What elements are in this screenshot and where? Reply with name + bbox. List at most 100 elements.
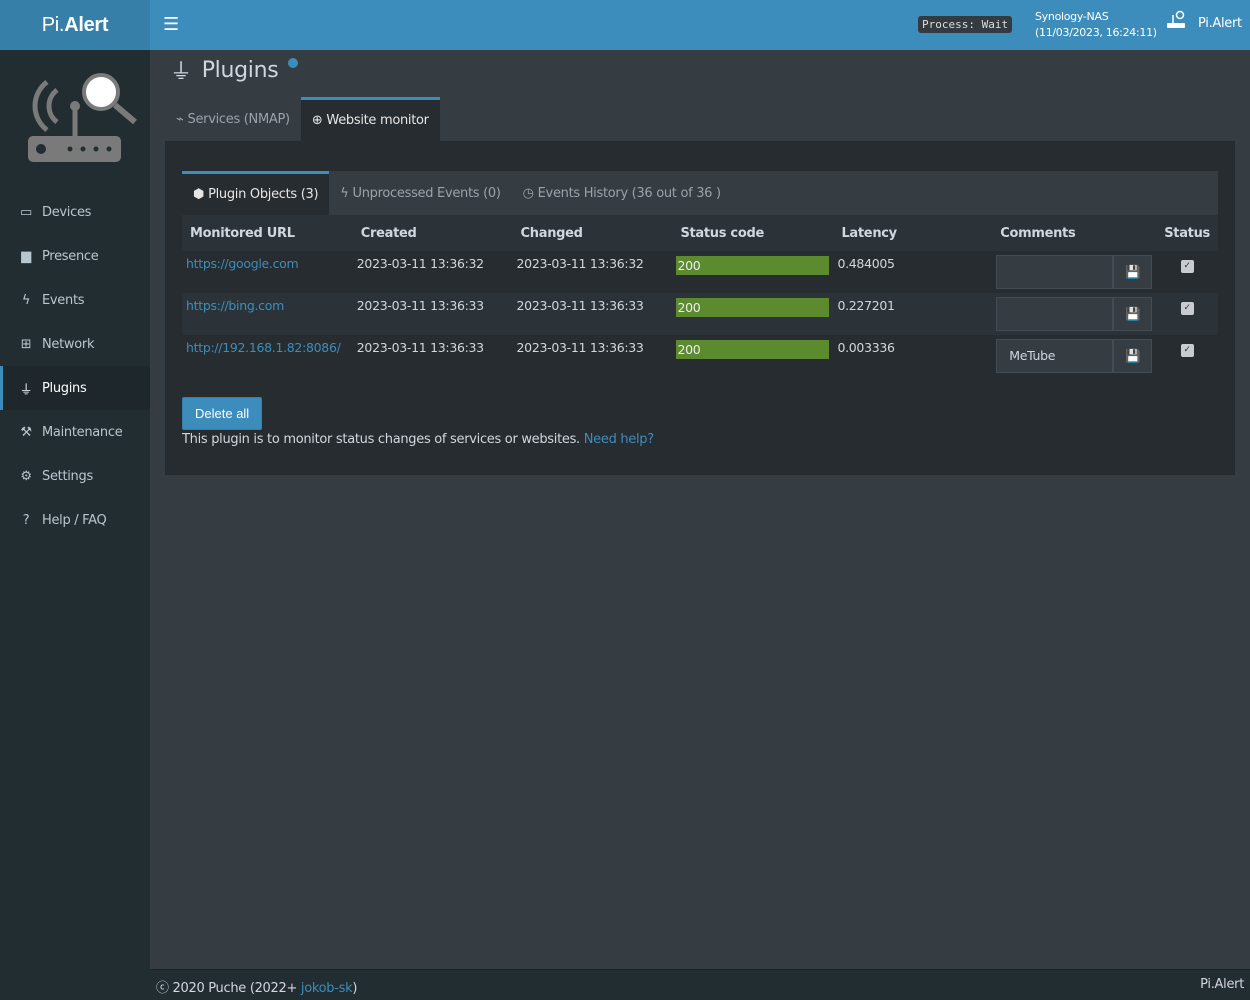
comment-input[interactable] — [996, 297, 1114, 331]
sidebar-item-events[interactable]: ϟ Events — [0, 278, 150, 322]
cube-icon: ⬢ — [193, 187, 205, 202]
wrench-icon: ⚒ — [20, 424, 32, 440]
sidebar-item-label: Help / FAQ — [42, 512, 107, 528]
changed-cell: 2023-03-11 13:36:32 — [516, 256, 644, 271]
plugin-panel: ⬢ Plugin Objects (3) ϟ Unprocessed Events … — [165, 141, 1235, 475]
plug-icon: ⏚ — [19, 382, 33, 398]
col-changed[interactable]: Changed — [512, 215, 673, 251]
logo-text: Pi. — [41, 14, 65, 36]
col-status-code[interactable]: Status code — [672, 215, 834, 251]
plugin-description: This plugin is to monitor status changes… — [182, 432, 654, 447]
changed-cell: 2023-03-11 13:36:33 — [512, 293, 673, 335]
latency-cell: 0.227201 — [833, 293, 993, 335]
sidebar-nav: ▭ Devices ▆ Presence ϟ Events ⊞ Network ⏚ Plu… — [0, 190, 150, 542]
plugin-objects-table: Monitored URL Created Changed Status cod… — [182, 215, 1218, 377]
latency-cell: 0.003336 — [837, 340, 895, 355]
comment-input[interactable] — [996, 255, 1114, 289]
status-code-badge: 200 — [676, 298, 830, 317]
table-header-row: Monitored URL Created Changed Status cod… — [182, 215, 1218, 251]
tab-events-history[interactable]: ◷ Events History (36 out of 36 ) — [512, 171, 732, 215]
sidebar-item-label: Events — [42, 292, 85, 308]
created-cell: 2023-03-11 13:36:33 — [352, 293, 513, 335]
bolt-icon: ϟ — [340, 185, 349, 201]
url-link[interactable]: https://bing.com — [186, 298, 284, 313]
plug-icon: ⏚ — [170, 60, 192, 85]
bars-icon[interactable]: ☰ — [163, 14, 179, 35]
logo-text-bold: Alert — [64, 14, 109, 36]
copyright-text: ⓒ 2020 Puche (2022+ — [156, 981, 301, 996]
sidebar-item-label: Plugins — [42, 380, 87, 396]
user-menu[interactable]: Pi.Alert — [1198, 16, 1242, 31]
pialert-logo — [28, 73, 137, 162]
col-monitored-url[interactable]: Monitored URL — [182, 215, 353, 251]
page-title-text: Plugins — [201, 57, 279, 83]
help-badge-icon[interactable] — [288, 58, 299, 68]
comment-input[interactable]: MeTube — [996, 339, 1114, 373]
col-created[interactable]: Created — [352, 215, 513, 251]
delete-all-button[interactable]: Delete all — [182, 397, 263, 430]
sidebar-item-devices[interactable]: ▭ Devices — [0, 190, 150, 234]
object-tabs: ⬢ Plugin Objects (3) ϟ Unprocessed Events … — [182, 171, 1218, 215]
tab-label: Plugin Objects (3) — [208, 187, 319, 202]
sidebar-item-label: Devices — [42, 204, 92, 220]
question-icon: ? — [22, 512, 30, 528]
latency-cell: 0.484005 — [837, 256, 895, 271]
clock-icon: ◷ — [522, 185, 534, 201]
table-row: https://google.com 2023-03-11 13:36:32 2… — [182, 251, 1218, 293]
sidebar-item-label: Presence — [42, 248, 99, 264]
save-button[interactable]: 💾 — [1113, 255, 1153, 289]
save-button[interactable]: 💾 — [1113, 339, 1153, 373]
status-checkbox[interactable]: ✓ — [1180, 302, 1194, 315]
globe-icon: ⊕ — [311, 113, 323, 128]
sidebar: ▭ Devices ▆ Presence ϟ Events ⊞ Network ⏚ Plu… — [0, 50, 150, 1000]
laptop-icon: ▭ — [20, 204, 32, 220]
status-code-badge: 200 — [676, 340, 830, 359]
author-link[interactable]: jokob-sk — [300, 981, 353, 996]
status-checkbox[interactable]: ✓ — [1180, 344, 1194, 357]
col-comments[interactable]: Comments — [992, 215, 1157, 251]
col-status[interactable]: Status — [1156, 215, 1218, 251]
tab-unprocessed-events[interactable]: ϟ Unprocessed Events (0) — [329, 171, 511, 215]
host-name: Synology-NAS — [1035, 10, 1109, 23]
sidebar-item-label: Settings — [42, 468, 93, 484]
sidebar-item-maintenance[interactable]: ⚒ Maintenance — [0, 410, 150, 454]
url-link[interactable]: http://192.168.1.82:8086/ — [186, 340, 341, 355]
floppy-disk-icon: 💾 — [1125, 348, 1141, 363]
page-title: ⏚ Plugins — [170, 54, 299, 86]
tab-label: Services (NMAP) — [187, 111, 291, 127]
plugin-tabs: ⌁ Services (NMAP) ⊕ Website monitor — [165, 97, 440, 141]
tab-website-monitor[interactable]: ⊕ Website monitor — [300, 97, 440, 141]
sidebar-item-label: Network — [42, 336, 95, 352]
need-help-link[interactable]: Need help? — [583, 432, 654, 447]
status-checkbox[interactable]: ✓ — [1180, 260, 1194, 273]
footer: ⓒ 2020 Puche (2022+ jokob-sk) Pi.Alert — [150, 969, 1250, 1000]
sitemap-icon: ⊞ — [20, 336, 32, 352]
app-logo[interactable]: Pi.Alert — [0, 0, 150, 50]
sidebar-item-network[interactable]: ⊞ Network — [0, 322, 150, 366]
save-button[interactable]: 💾 — [1113, 297, 1153, 331]
created-cell: 2023-03-11 13:36:33 — [356, 340, 484, 355]
help-text: This plugin is to monitor status changes… — [182, 432, 580, 447]
satellite-icon: ⌁ — [176, 111, 184, 127]
host-info: Synology-NAS (11/03/2023, 16:24:11) — [1035, 9, 1157, 41]
top-navbar: Pi.Alert ☰ Process: Wait Synology-NAS (11… — [0, 0, 1250, 50]
tab-services-nmap[interactable]: ⌁ Services (NMAP) — [165, 97, 301, 141]
router-icon[interactable] — [1165, 10, 1187, 30]
tab-label: Events History (36 out of 36 ) — [537, 185, 721, 201]
tab-plugin-objects[interactable]: ⬢ Plugin Objects (3) — [182, 171, 330, 215]
tab-label: Unprocessed Events (0) — [352, 185, 501, 201]
status-code-badge: 200 — [676, 256, 830, 275]
footer-app-name: Pi.Alert — [1200, 977, 1244, 992]
url-link[interactable]: https://google.com — [186, 256, 299, 271]
sidebar-item-settings[interactable]: ⚙ Settings — [0, 454, 150, 498]
bolt-icon: ϟ — [21, 292, 31, 308]
host-datetime: (11/03/2023, 16:24:11) — [1035, 26, 1157, 39]
table-row: http://192.168.1.82:8086/ 2023-03-11 13:… — [182, 335, 1218, 377]
table-row: https://bing.com 2023-03-11 13:36:33 202… — [182, 293, 1218, 335]
sidebar-item-plugins[interactable]: ⏚ Plugins — [0, 366, 150, 410]
sidebar-item-presence[interactable]: ▆ Presence — [0, 234, 150, 278]
col-latency[interactable]: Latency — [833, 215, 993, 251]
tab-label: Website monitor — [326, 113, 429, 128]
sidebar-item-help[interactable]: ? Help / FAQ — [0, 498, 150, 542]
floppy-disk-icon: 💾 — [1125, 264, 1141, 279]
